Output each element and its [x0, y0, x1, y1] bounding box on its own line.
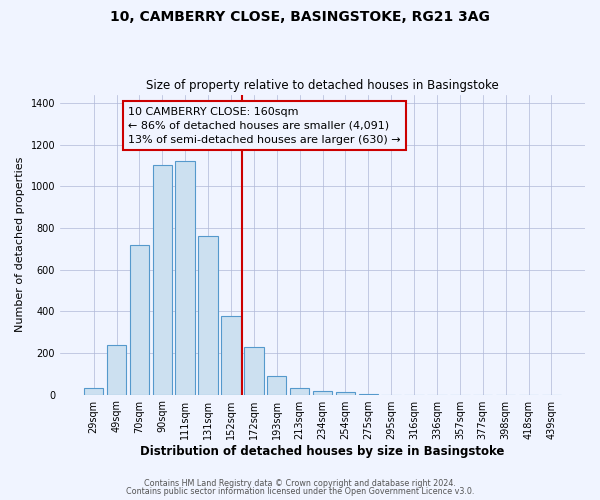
Bar: [107, 344, 126, 395]
Bar: [130, 244, 149, 394]
Text: 10, CAMBERRY CLOSE, BASINGSTOKE, RG21 3AG: 10, CAMBERRY CLOSE, BASINGSTOKE, RG21 3A…: [110, 10, 490, 24]
Y-axis label: Number of detached properties: Number of detached properties: [15, 157, 25, 332]
Title: Size of property relative to detached houses in Basingstoke: Size of property relative to detached ho…: [146, 79, 499, 92]
Text: 10 CAMBERRY CLOSE: 160sqm
← 86% of detached houses are smaller (4,091)
13% of se: 10 CAMBERRY CLOSE: 160sqm ← 86% of detac…: [128, 106, 401, 144]
Bar: [290, 388, 310, 394]
Bar: [244, 346, 263, 395]
Bar: [175, 161, 195, 394]
Bar: [221, 316, 241, 394]
Bar: [335, 392, 355, 394]
Text: Contains HM Land Registry data © Crown copyright and database right 2024.: Contains HM Land Registry data © Crown c…: [144, 478, 456, 488]
Bar: [152, 166, 172, 394]
Bar: [199, 236, 218, 394]
Bar: [84, 388, 103, 394]
Bar: [313, 391, 332, 394]
Text: Contains public sector information licensed under the Open Government Licence v3: Contains public sector information licen…: [126, 487, 474, 496]
Bar: [267, 376, 286, 394]
X-axis label: Distribution of detached houses by size in Basingstoke: Distribution of detached houses by size …: [140, 444, 505, 458]
